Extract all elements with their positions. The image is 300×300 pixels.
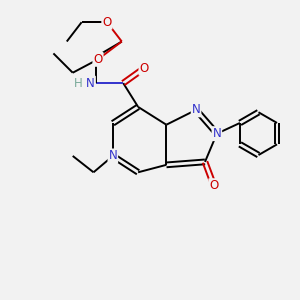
Text: O: O [140,62,149,75]
Text: O: O [102,16,112,29]
Text: N: N [86,76,95,90]
Text: N: N [212,127,221,140]
Text: O: O [93,53,103,66]
Text: N: N [109,149,117,162]
Text: O: O [209,179,218,192]
Text: N: N [192,103,200,116]
Text: H: H [74,76,83,90]
